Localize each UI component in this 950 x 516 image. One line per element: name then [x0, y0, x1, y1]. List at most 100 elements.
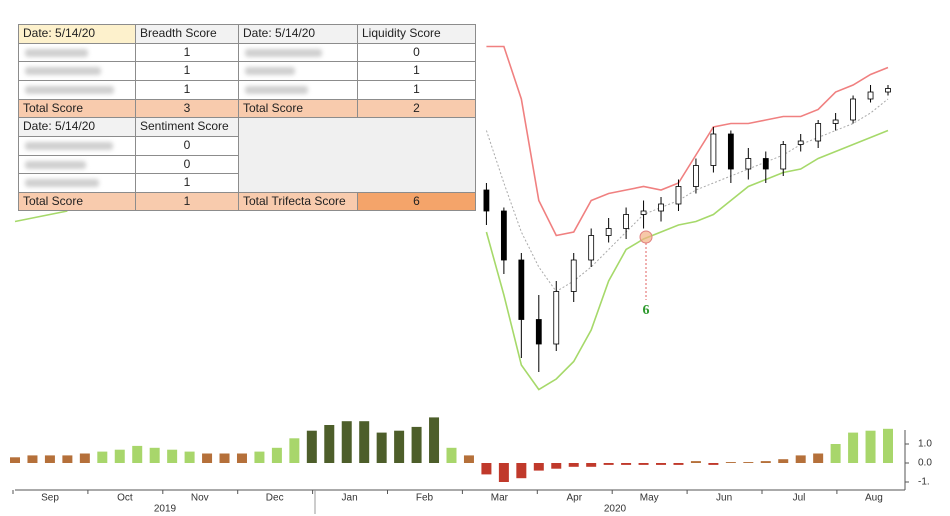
bar — [743, 462, 754, 463]
signal-marker — [639, 230, 653, 244]
bar — [656, 463, 667, 465]
x-tick-label: May — [640, 493, 659, 504]
bar — [411, 426, 422, 463]
candle-body — [640, 210, 647, 215]
candle-body — [623, 214, 629, 229]
bar — [760, 461, 771, 463]
bar — [27, 455, 38, 463]
candle-body — [745, 158, 752, 170]
bar — [271, 447, 282, 463]
bar — [883, 428, 893, 463]
candle-body — [797, 140, 804, 145]
bar — [621, 463, 632, 465]
x-tick-label: Jan — [342, 493, 358, 504]
candle-body — [588, 235, 595, 261]
bar — [778, 459, 789, 463]
bar — [429, 417, 440, 463]
candle-body — [710, 133, 717, 166]
band-line — [485, 98, 889, 293]
annotation: 6 — [643, 303, 650, 318]
bar — [586, 463, 597, 467]
bar — [830, 444, 841, 463]
bar — [114, 449, 125, 463]
bar — [359, 421, 370, 463]
bar — [551, 463, 562, 469]
candle-body — [867, 91, 874, 100]
bar — [394, 430, 405, 463]
candle-body — [675, 186, 682, 205]
bar — [690, 461, 701, 463]
year-label: 2020 — [604, 504, 627, 515]
candle-body — [815, 123, 822, 142]
bar — [725, 462, 736, 463]
x-tick-label: Nov — [191, 493, 209, 504]
candle-body — [535, 319, 542, 345]
candle-body — [518, 259, 525, 320]
bar — [132, 445, 143, 463]
bar — [813, 453, 824, 463]
bar — [603, 463, 614, 465]
bar — [167, 449, 178, 463]
bar — [97, 451, 108, 463]
candle-body — [570, 259, 577, 292]
x-tick-label: Jun — [716, 493, 732, 504]
candle-body — [762, 158, 769, 170]
candle-body — [605, 228, 612, 236]
y-tick-label: -1. — [918, 477, 930, 488]
x-tick-label: Sep — [41, 493, 59, 504]
x-tick-label: Oct — [117, 493, 133, 504]
x-tick-label: Jul — [793, 493, 806, 504]
bar — [202, 453, 213, 463]
band-line — [485, 129, 889, 391]
bar — [306, 430, 317, 463]
bar — [289, 438, 300, 463]
candle-body — [693, 165, 699, 187]
x-tick-label: Mar — [491, 493, 509, 504]
candle-body — [850, 98, 856, 121]
bar — [568, 463, 579, 467]
bar — [341, 421, 352, 463]
x-tick-label: Aug — [865, 493, 883, 504]
candle-body — [780, 144, 787, 170]
candle-body — [553, 291, 560, 345]
y-tick-label: 1.0 — [918, 439, 932, 450]
bar — [236, 453, 247, 463]
bar — [463, 455, 474, 463]
bar — [498, 463, 509, 482]
candle-body — [885, 88, 891, 93]
bar — [865, 430, 876, 463]
bar — [79, 453, 90, 463]
bar — [533, 463, 544, 471]
candle-body — [832, 119, 839, 124]
bar — [673, 463, 684, 465]
x-tick-label: Feb — [416, 493, 434, 504]
bar — [10, 457, 20, 463]
bar — [149, 447, 160, 463]
bar — [324, 425, 335, 463]
bar — [446, 447, 457, 463]
candle-body — [483, 189, 490, 212]
bar — [708, 463, 719, 465]
y-tick-label: 0.0 — [918, 458, 932, 469]
bar — [184, 451, 195, 463]
bar — [638, 463, 649, 465]
bar — [516, 463, 527, 479]
bar — [254, 451, 265, 463]
x-tick-label: Apr — [567, 493, 583, 504]
bar — [481, 463, 492, 475]
bar — [44, 455, 55, 463]
band-line — [486, 45, 889, 237]
x-tick-label: Dec — [266, 493, 284, 504]
bar — [62, 455, 73, 463]
candle-body — [658, 203, 664, 212]
year-label: 2019 — [154, 504, 177, 515]
bar — [848, 432, 859, 463]
band-line — [14, 210, 68, 223]
bar — [219, 453, 230, 463]
candle-body — [727, 133, 734, 170]
bar — [795, 455, 806, 463]
candle-body — [500, 210, 507, 261]
bar — [376, 432, 387, 463]
